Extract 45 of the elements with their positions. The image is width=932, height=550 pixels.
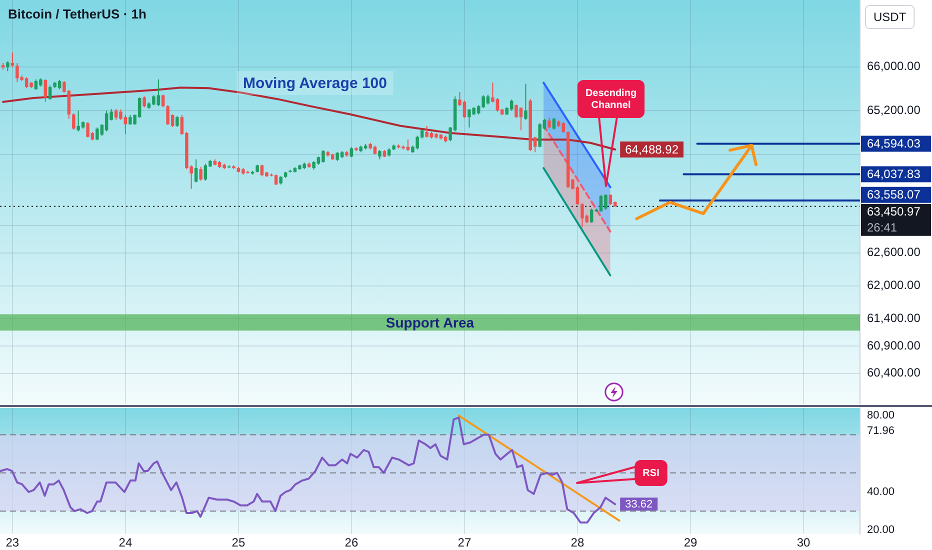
annotation: Moving Average 100 [243,75,387,92]
annotation: Descnding Channel [585,88,637,111]
text: 26:41 [867,220,898,235]
x-tick-label: 23 [6,536,20,550]
y-tick-label: 20.00 [867,524,895,536]
annotation: RSI [642,468,660,479]
y-tick-label: 66,000.00 [867,59,921,74]
candlestick [350,146,354,158]
x-tick-label: 24 [118,536,132,550]
y-tick-label: 60,900.00 [867,338,921,352]
y-tick-label: 61,400.00 [867,310,921,325]
x-tick-label: 29 [684,536,698,550]
y-tick-label: 65,200.00 [867,102,921,117]
ref-line-label: 63,450.97 [867,204,921,219]
y-tick-label: 60,400.00 [867,366,921,380]
y-tick-label: 40.00 [867,486,895,498]
data-label: 33.62 [625,498,653,511]
candlestick [44,78,48,102]
y-tick-label: 71.96 [867,425,895,438]
data-label: 64,594.03 [867,136,921,151]
x-tick-label: 28 [570,536,584,550]
data-label: 63,558.07 [867,188,921,202]
candlestick [378,149,382,160]
y-tick-label: 80.00 [867,410,895,422]
candlestick [176,116,179,128]
candlestick [6,60,10,72]
y-axis-title: USDT [874,10,907,24]
candlestick [142,96,146,108]
data-label: 64,037.83 [867,167,921,182]
candlestick [548,117,551,130]
text: Bitcoin / TetherUS · 1h [8,6,146,22]
candlestick [274,174,278,186]
candlestick [48,84,52,100]
candlestick [194,158,198,183]
candlestick [524,83,528,120]
x-tick-label: 25 [232,536,246,550]
candlestick [199,166,202,182]
x-tick-label: 30 [796,536,810,550]
candlestick [72,112,76,130]
y-tick-label: 62,600.00 [867,245,921,260]
band-label: Support Area [386,314,474,330]
y-tick-label: 62,000.00 [867,278,921,292]
x-tick-label: 26 [344,536,358,550]
x-tick-label: 27 [458,536,472,550]
data-label: 64,488.92 [625,142,679,156]
